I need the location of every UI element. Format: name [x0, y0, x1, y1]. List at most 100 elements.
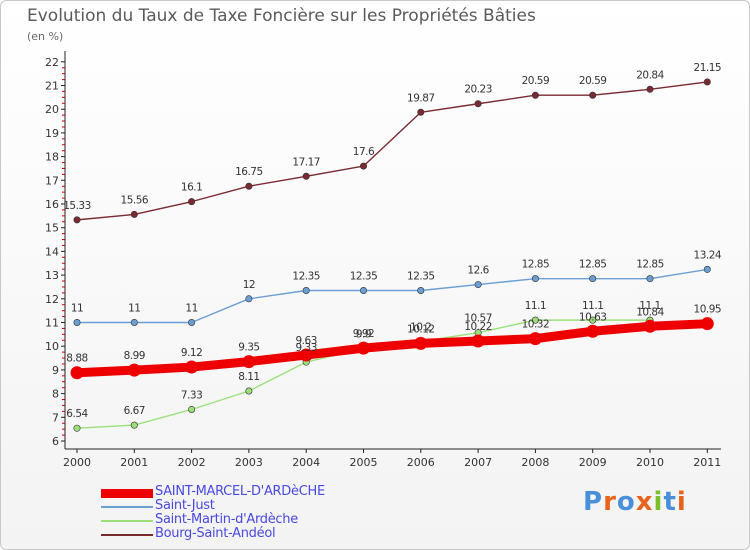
data-label-0: 10.22 — [464, 321, 492, 333]
data-label-3: 19.87 — [407, 92, 435, 104]
data-point-1 — [531, 275, 539, 283]
legend-label: SAINT-MARCEL-D'ARDèCHE — [155, 484, 325, 499]
data-label-0: 9.92 — [353, 328, 374, 340]
y-tick-label: 17 — [45, 174, 59, 187]
data-point-2 — [589, 316, 597, 324]
series-line-3 — [76, 81, 708, 221]
data-label-1: 12.35 — [292, 271, 320, 283]
data-label-0: 10.95 — [694, 304, 722, 316]
x-tick-label: 2002 — [178, 456, 206, 469]
data-point-3 — [531, 91, 539, 99]
data-label-2: 9.9 — [356, 329, 371, 341]
data-point-3 — [646, 85, 654, 93]
data-label-0: 10.84 — [636, 306, 664, 318]
data-point-3 — [130, 210, 138, 218]
logo-letter: P — [583, 487, 604, 517]
data-label-1: 11 — [71, 303, 83, 315]
series-line-1 — [76, 268, 708, 324]
x-tick-label: 2010 — [636, 456, 664, 469]
data-label-3: 16.1 — [181, 182, 202, 194]
legend-swatch — [101, 520, 153, 522]
data-label-0: 10.32 — [522, 319, 550, 331]
data-point-1 — [589, 275, 597, 283]
series-line-0 — [72, 319, 712, 378]
data-point-3 — [245, 182, 253, 190]
data-point-1 — [417, 287, 425, 295]
data-label-2: 7.33 — [181, 389, 202, 401]
data-point-3 — [302, 172, 310, 180]
data-label-1: 12.85 — [579, 259, 607, 271]
data-point-3 — [474, 100, 482, 108]
legend-label: Saint-Just — [155, 498, 215, 513]
y-tick-label: 20 — [45, 103, 59, 116]
data-label-3: 21.15 — [694, 62, 722, 74]
y-tick-label: 6 — [52, 435, 59, 448]
data-label-2: 11.1 — [582, 300, 603, 312]
x-tick-label: 2000 — [63, 456, 91, 469]
data-label-1: 12.6 — [467, 265, 489, 277]
x-tick-label: 2008 — [521, 456, 549, 469]
data-label-1: 11 — [128, 303, 140, 315]
data-point-3 — [417, 108, 425, 116]
data-point-0 — [242, 355, 256, 369]
data-point-0 — [700, 317, 714, 331]
data-label-3: 16.75 — [235, 166, 263, 178]
data-label-3: 15.33 — [63, 200, 91, 212]
logo-letter: i — [676, 487, 687, 517]
data-point-1 — [188, 318, 196, 326]
data-point-0 — [414, 336, 428, 350]
data-label-0: 10.63 — [579, 311, 607, 323]
y-tick-label: 16 — [45, 198, 59, 211]
data-label-2: 10.57 — [464, 313, 492, 325]
logo-letter: o — [616, 487, 636, 517]
data-point-2 — [73, 424, 81, 432]
data-label-1: 13.24 — [694, 249, 722, 261]
data-label-2: 11.1 — [639, 300, 660, 312]
data-point-1 — [646, 275, 654, 283]
data-label-1: 12 — [243, 279, 255, 291]
chart-title: Evolution du Taux de Taxe Foncière sur l… — [27, 6, 536, 26]
data-point-1 — [474, 281, 482, 289]
data-point-0 — [127, 363, 141, 377]
x-tick-label: 2011 — [693, 456, 721, 469]
data-label-3: 17.6 — [353, 146, 375, 158]
data-point-0 — [70, 366, 84, 380]
unit-label: (en %) — [27, 30, 64, 43]
data-label-0: 10.12 — [407, 323, 435, 335]
data-point-0 — [586, 324, 600, 338]
x-tick-label: 2004 — [292, 456, 320, 469]
y-tick-label: 11 — [45, 317, 59, 330]
data-label-2: 6.54 — [66, 408, 88, 420]
data-point-2 — [245, 387, 253, 395]
legend-swatch — [101, 506, 153, 508]
logo-letter: t — [663, 487, 677, 517]
data-point-1 — [245, 295, 253, 303]
x-tick-label: 2009 — [579, 456, 607, 469]
y-tick-label: 19 — [45, 127, 59, 140]
data-point-3 — [188, 198, 196, 206]
data-point-2 — [130, 421, 138, 429]
logo-letter: i — [653, 487, 664, 517]
legend-label: Bourg-Saint-Andéol — [155, 526, 276, 541]
data-point-2 — [188, 405, 196, 413]
data-point-3 — [73, 216, 81, 224]
y-tick-label: 18 — [45, 151, 59, 164]
data-label-0: 8.88 — [66, 353, 87, 365]
data-point-3 — [359, 162, 367, 170]
legend-swatch — [101, 534, 153, 536]
data-label-0: 8.99 — [124, 350, 145, 362]
data-label-3: 17.17 — [292, 156, 320, 168]
x-tick-label: 2005 — [350, 456, 378, 469]
data-label-2: 8.11 — [238, 371, 259, 383]
proxiti-logo: Proxiti — [583, 487, 687, 517]
data-label-1: 12.85 — [636, 259, 664, 271]
x-tick-label: 2001 — [120, 456, 148, 469]
data-label-1: 12.35 — [407, 271, 435, 283]
logo-letter: r — [603, 487, 617, 517]
data-label-1: 11 — [185, 303, 197, 315]
y-tick-label: 21 — [45, 80, 59, 93]
data-point-1 — [130, 318, 138, 326]
data-label-3: 20.23 — [464, 84, 492, 96]
